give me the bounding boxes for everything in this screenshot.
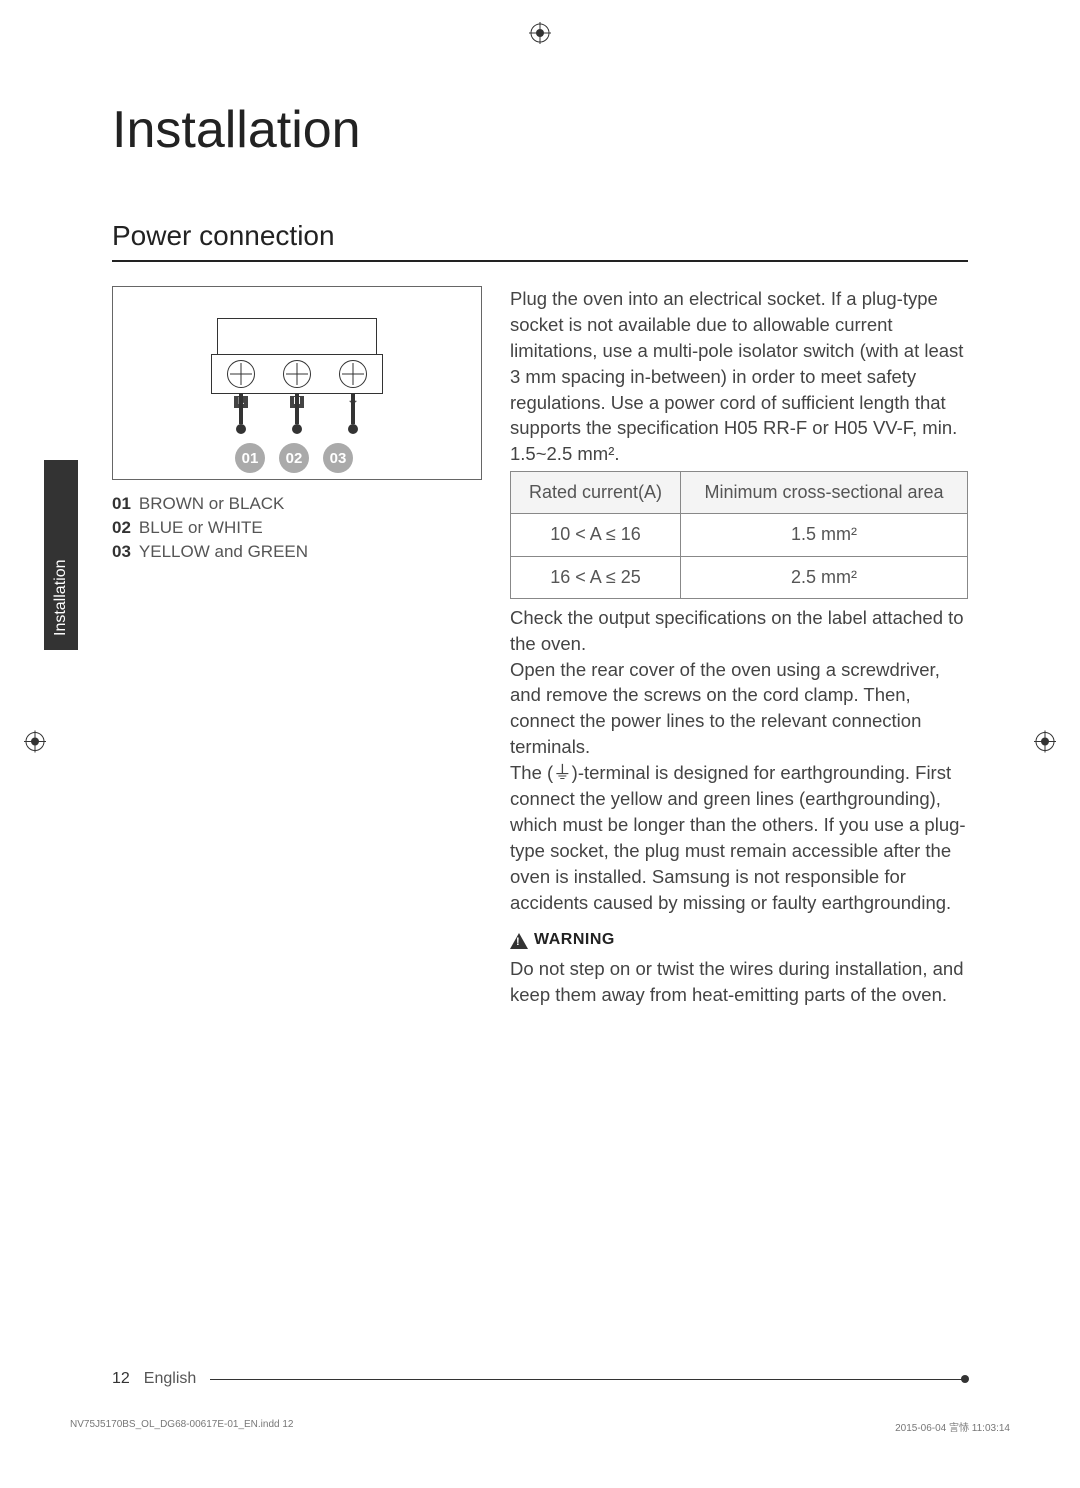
page-language: English	[144, 1370, 196, 1388]
two-column-layout: L N ⏚ 01 02 03 01BROWN or BLACK 02BLUE o…	[112, 286, 968, 1008]
legend-row: 01BROWN or BLACK	[112, 494, 482, 514]
registration-mark-left	[24, 731, 46, 758]
table-header: Rated current(A)	[511, 472, 681, 514]
page-footer: 12 English	[112, 1370, 968, 1388]
side-tab: Installation	[44, 460, 78, 650]
callout-03: 03	[323, 443, 353, 473]
page-number: 12	[112, 1370, 130, 1388]
legend-row: 03YELLOW and GREEN	[112, 542, 482, 562]
registration-mark-top	[529, 22, 551, 49]
paragraph-ground: The (⏚)-terminal is designed for earthgr…	[510, 760, 968, 915]
section-title: Power connection	[112, 220, 968, 262]
paragraph-open: Open the rear cover of the oven using a …	[510, 657, 968, 761]
page-title: Installation	[112, 100, 968, 160]
callout-02: 02	[279, 443, 309, 473]
table-row: 10 < A ≤ 16 1.5 mm²	[511, 514, 968, 556]
paragraph-check: Check the output specifications on the l…	[510, 605, 968, 657]
left-column: L N ⏚ 01 02 03 01BROWN or BLACK 02BLUE o…	[112, 286, 482, 1008]
warning-icon	[510, 933, 528, 949]
warning-label: WARNING	[534, 929, 615, 951]
legend-row: 02BLUE or WHITE	[112, 518, 482, 538]
paragraph-intro: Plug the oven into an electrical socket.…	[510, 286, 968, 467]
table-header-row: Rated current(A) Minimum cross-sectional…	[511, 472, 968, 514]
right-column: Plug the oven into an electrical socket.…	[510, 286, 968, 1008]
table-header: Minimum cross-sectional area	[681, 472, 968, 514]
print-file: NV75J5170BS_OL_DG68-00617E-01_EN.indd 12	[70, 1419, 294, 1434]
warning-text: Do not step on or twist the wires during…	[510, 956, 968, 1008]
page-content: Installation Installation Power connecti…	[112, 100, 968, 1388]
legend: 01BROWN or BLACK 02BLUE or WHITE 03YELLO…	[112, 494, 482, 562]
registration-mark-right	[1034, 731, 1056, 758]
callout-01: 01	[235, 443, 265, 473]
spec-table: Rated current(A) Minimum cross-sectional…	[510, 471, 968, 599]
terminal-diagram: L N ⏚ 01 02 03	[112, 286, 482, 480]
table-row: 16 < A ≤ 25 2.5 mm²	[511, 556, 968, 598]
print-metadata: NV75J5170BS_OL_DG68-00617E-01_EN.indd 12…	[70, 1419, 1010, 1434]
footer-rule	[210, 1379, 968, 1380]
print-timestamp: 2015-06-04 㝘㤸 11:03:14	[895, 1419, 1010, 1434]
warning-heading: WARNING	[510, 929, 968, 951]
